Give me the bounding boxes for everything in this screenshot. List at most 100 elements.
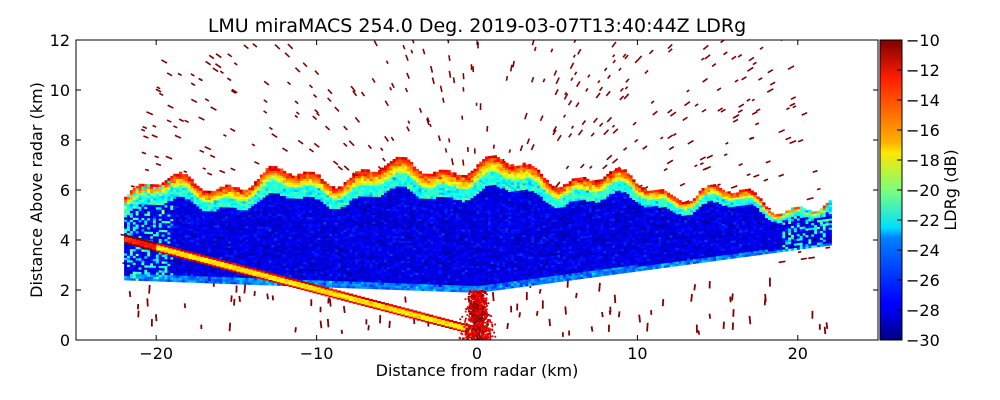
cloud-cell (132, 269, 137, 272)
cloud-cell (337, 265, 342, 268)
cloud-cell (210, 269, 215, 273)
cloud-cell (199, 239, 203, 243)
cloud-cell (329, 253, 333, 257)
cloud-cell (242, 236, 246, 240)
cloud-cell (228, 213, 232, 217)
cloud-cell (360, 207, 365, 211)
cloud-cell (297, 182, 301, 186)
cloud-cell (251, 262, 255, 265)
cloud-cell (265, 217, 269, 221)
cloud-cell (233, 236, 238, 240)
cloud-cell (161, 216, 165, 219)
cloud-cell (329, 246, 333, 250)
cloud-cell (300, 272, 304, 276)
cloud-cell (262, 201, 266, 205)
cloud-cell (355, 191, 359, 195)
cloud-cell (280, 193, 284, 196)
cloud-cell (343, 249, 347, 253)
cloud-cell (268, 215, 272, 219)
cloud-cell (184, 176, 189, 180)
cloud-cell (271, 183, 275, 187)
cloud-cell (230, 232, 235, 235)
noise-speckle (694, 103, 699, 107)
cloud-cell (340, 253, 344, 257)
cloud-cell (311, 261, 316, 265)
cloud-cell (196, 239, 200, 243)
cloud-cell (314, 205, 318, 209)
cloud-cell (369, 180, 373, 184)
cloud-cell (193, 192, 197, 196)
cloud-cell (147, 226, 151, 230)
cloud-cell (132, 221, 137, 225)
cloud-cell (256, 183, 261, 187)
cloud-cell (204, 235, 209, 239)
cloud-cell (346, 245, 350, 248)
cloud-cell (251, 190, 255, 193)
cloud-cell (127, 194, 131, 198)
cloud-cell (337, 220, 342, 223)
cloud-cell (378, 181, 382, 184)
cloud-cell (167, 238, 171, 242)
cloud-cell (225, 238, 229, 242)
cloud-cell (306, 270, 310, 274)
cloud-cell (138, 264, 142, 268)
cloud-cell (170, 211, 174, 215)
cloud-cell (363, 225, 368, 229)
cloud-cell (155, 251, 160, 255)
cloud-cell (363, 263, 368, 267)
cloud-cell (303, 261, 307, 265)
cloud-cell (248, 248, 252, 252)
noise-speckle (154, 155, 160, 159)
cloud-cell (181, 192, 186, 195)
cloud-cell (329, 276, 333, 279)
cloud-cell (190, 248, 194, 252)
cloud-cell (366, 236, 370, 240)
cloud-cell (372, 192, 376, 195)
cloud-cell (228, 245, 232, 249)
cloud-cell (193, 214, 197, 218)
cloud-cell (369, 196, 373, 200)
cloud-cell (314, 226, 318, 229)
cloud-cell (337, 231, 342, 234)
noise-speckle (587, 74, 591, 78)
cloud-cell (392, 260, 396, 263)
cloud-cell (213, 229, 217, 232)
noise-speckle (230, 89, 236, 94)
cloud-cell (190, 219, 194, 222)
cloud-cell (132, 215, 137, 218)
cloud-cell (349, 267, 353, 271)
cloud-cell (124, 196, 128, 200)
cloud-cell (256, 187, 261, 191)
cloud-cell (219, 195, 223, 199)
cloud-cell (282, 272, 287, 275)
cloud-cell (251, 257, 255, 261)
cloud-cell (366, 200, 370, 204)
cloud-cell (329, 258, 333, 261)
cloud-cell (357, 207, 362, 210)
cloud-cell (248, 277, 252, 281)
cloud-cell (152, 197, 157, 201)
cloud-cell (326, 219, 330, 223)
cloud-cell (277, 265, 281, 268)
cloud-cell (329, 278, 333, 281)
cloud-cell (346, 202, 350, 206)
noise-speckle (552, 129, 557, 136)
cloud-cell (349, 254, 353, 257)
cloud-cell (152, 256, 157, 259)
cloud-cell (334, 197, 339, 201)
noise-speckle (384, 135, 389, 142)
cloud-cell (329, 273, 333, 277)
cloud-cell (343, 283, 347, 286)
cloud-cell (360, 268, 365, 271)
cloud-cell (147, 235, 151, 239)
cloud-cell (173, 220, 177, 224)
cloud-cell (176, 212, 180, 215)
cloud-cell (262, 185, 266, 189)
cloud-cell (170, 180, 174, 184)
noise-speckle (581, 120, 587, 126)
cloud-cell (127, 253, 131, 256)
cloud-cell (372, 201, 376, 204)
cloud-cell (311, 234, 316, 238)
cloud-cell (392, 228, 396, 232)
cloud-cell (346, 182, 350, 185)
